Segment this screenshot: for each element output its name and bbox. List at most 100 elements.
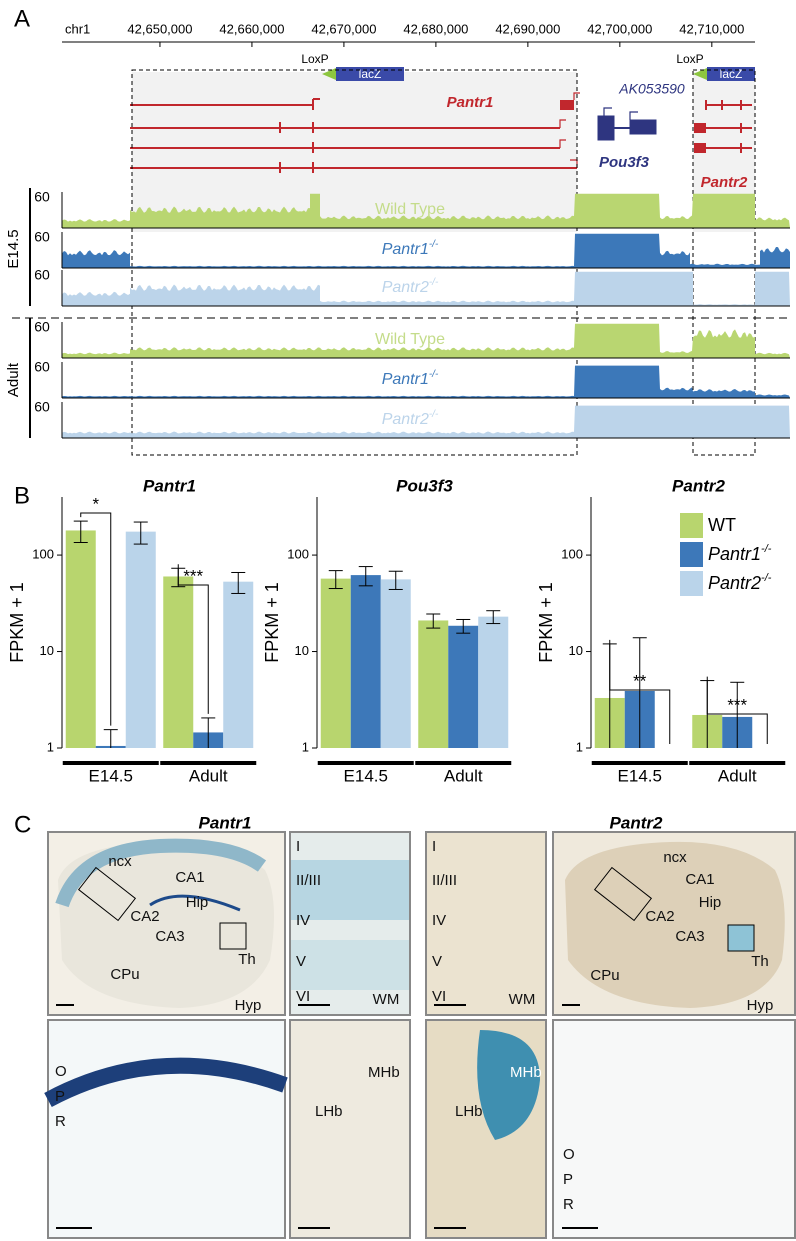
legend-label: WT [708,515,736,535]
legend-label-text: Pantr1 [708,544,761,564]
error-bar [730,681,745,748]
section [565,841,785,1008]
inset-box [219,922,247,950]
y-axis-label: FPKM + 1 [536,582,556,663]
deletion-region [132,72,577,232]
track-label-text: Pantr1 [382,241,429,258]
significance-bracket [706,676,768,744]
region-label: CA1 [175,869,204,886]
cortex-stain [55,838,267,908]
region-label: ncx [663,849,687,866]
significance-label: *** [183,566,203,585]
y-tick-label: 100 [287,547,309,562]
lacz-label: lacZ [359,67,382,81]
gene-label: Pantr1 [447,94,494,111]
error-bar [632,637,647,748]
bar [350,575,381,748]
region-label: VI [296,988,310,1005]
y-tick-label: 1 [302,739,309,754]
significance-bracket [80,512,112,726]
legend-swatch [680,513,703,538]
region-label: I [296,838,300,855]
hippocampus-stain [149,894,241,912]
track-label: Pantr1-/- [382,239,439,258]
y-tick-label: 10 [295,643,309,658]
stain [291,860,409,920]
region-label: CA3 [155,928,184,945]
x-tick-label: Adult [718,766,757,785]
region-label: V [432,953,442,970]
significance-bracket [177,564,209,714]
group-label: Adult [5,362,22,397]
coverage-track [62,271,790,306]
error-bar [456,618,471,634]
legend-label: Pantr2-/- [708,572,772,593]
region-label: CA2 [130,908,159,925]
region-label: O [563,1146,575,1163]
region-label: CA2 [645,908,674,925]
loxp-site [693,68,707,80]
significance-label: ** [633,671,647,690]
track-label-superscript: -/- [429,239,439,250]
lacz-label: lacZ [720,67,743,81]
track-label: Pantr2-/- [382,277,439,296]
habenula-stain [477,1030,540,1140]
bar [223,581,254,748]
significance-label: * [92,494,99,513]
gene-label: Pou3f3 [599,154,650,171]
bar [478,616,509,748]
micrograph [425,831,547,1016]
error-bar [73,520,88,544]
y-tick-label: 1 [576,739,583,754]
region-label: IV [296,912,310,929]
bar [65,530,96,748]
track-label-superscript: -/- [429,277,439,288]
region-label: P [55,1088,65,1105]
loxp-label: LoxP [301,52,328,66]
coordinate-label: 42,690,000 [495,21,560,36]
coverage-track [62,405,790,438]
legend-swatch [680,542,703,567]
x-tick-label: E14.5 [344,766,388,785]
panel-label: B [14,482,30,509]
inset-box [593,866,653,922]
error-bar [103,729,118,748]
scale-bars [56,1004,598,1229]
region-label: WM [373,991,400,1008]
image-title: Pantr1 [199,813,252,832]
group-label: E14.5 [5,229,22,268]
y-axis-label: FPKM + 1 [7,582,27,663]
region-label: CPu [110,966,139,983]
error-bar [201,717,216,748]
error-bar [388,570,403,590]
coordinate-label: 42,650,000 [127,21,192,36]
y-tick-label: 1 [47,739,54,754]
region-label: CPu [590,967,619,984]
region-label: WM [509,991,536,1008]
x-tick-label: E14.5 [89,766,133,785]
region-label: MHb [368,1064,400,1081]
cell-layer-stain [44,1057,288,1108]
region-label: Hyp [747,997,774,1014]
legend-swatch [680,571,703,596]
bar [380,579,411,748]
bar [418,620,449,748]
pantr2-transcripts [694,100,752,153]
x-tick-label: E14.5 [618,766,662,785]
bar [125,531,156,748]
region-label: LHb [455,1103,483,1120]
region-label: IV [432,912,446,929]
micrograph [552,1019,796,1239]
x-tick-label: Adult [444,766,483,785]
legend-label-text: WT [708,515,736,535]
significance-bracket [609,639,671,744]
inset-box [727,924,755,952]
region-label: R [55,1113,66,1130]
track-label-text: Pantr2 [382,279,429,296]
bar [448,625,479,748]
pantr1-transcripts [130,92,580,173]
track-scale: 60 [34,189,50,205]
coverage-track [62,233,790,268]
